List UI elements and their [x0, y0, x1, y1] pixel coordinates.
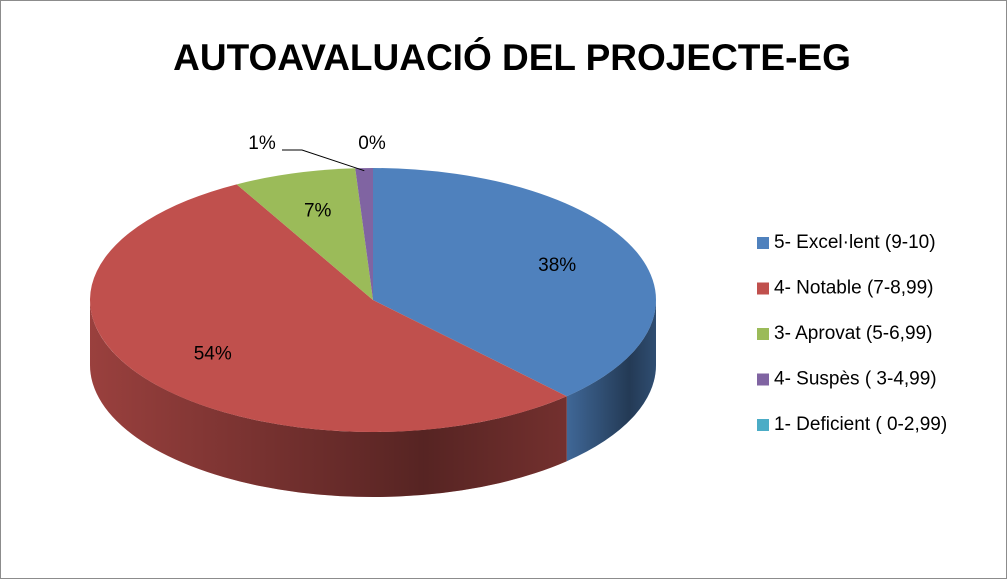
data-label: 54%: [194, 343, 232, 364]
data-label: 38%: [538, 255, 576, 276]
slice: [373, 168, 656, 397]
slice-side-shade: [90, 300, 567, 497]
slice: [236, 168, 373, 300]
data-label: 1%: [248, 133, 276, 154]
legend-label: 5- Excel·lent (9-10): [774, 232, 936, 253]
legend-swatch: [757, 419, 769, 431]
data-label: 0%: [358, 133, 386, 154]
legend-swatch: [757, 282, 769, 295]
chart-title: AUTOAVALUACIÓ DEL PROJECTE-EG: [173, 36, 851, 78]
slice: [355, 168, 373, 300]
data-label: 7%: [304, 200, 332, 221]
legend-label: 4- Suspès ( 3-4,99): [774, 369, 937, 390]
slice: [89, 184, 567, 433]
legend-swatch: [757, 328, 769, 340]
legend-swatch: [757, 237, 769, 249]
leader-line: [282, 149, 365, 172]
legend-label: 4- Notable (7-8,99): [774, 278, 933, 299]
legend-label: 1- Deficient ( 0-2,99): [774, 414, 947, 435]
legend-label: 3- Aprovat (5-6,99): [774, 323, 932, 344]
slice-side-shade: [566, 300, 656, 462]
legend-swatch: [757, 373, 769, 386]
